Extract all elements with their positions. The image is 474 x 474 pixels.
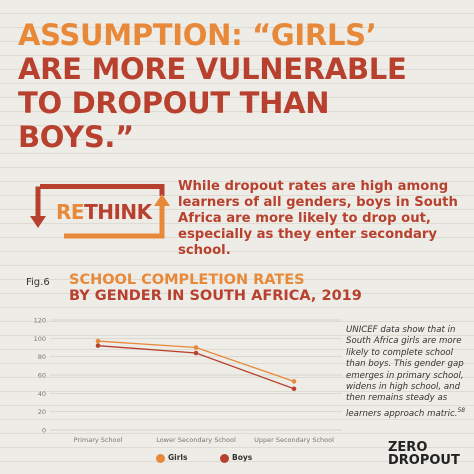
girls-swatch-icon — [156, 453, 165, 463]
data-point-boys — [95, 343, 101, 348]
data-point-boys — [291, 386, 297, 392]
rethink-prefix: RE — [56, 200, 85, 224]
y-tick-label: 80 — [38, 353, 46, 361]
rethink-frame-icon — [24, 180, 170, 240]
legend-girls-label: Girls — [168, 453, 188, 462]
y-tick-label: 100 — [34, 335, 46, 343]
legend-girls: Girls — [156, 453, 187, 463]
headline-line-2: ARE MORE VULNERABLE — [18, 52, 407, 86]
headline-line-3: TO DROPOUT THAN — [18, 86, 330, 120]
legend-boys-label: Boys — [232, 453, 253, 462]
logo-line-1: ZERO — [388, 440, 428, 455]
zero-dropout-logo: ZERO DROPOUT — [388, 440, 460, 468]
y-tick-label: 40 — [38, 390, 46, 398]
rethink-logo: RETHINK — [56, 200, 152, 224]
y-tick-label: 60 — [38, 372, 46, 380]
rethink-suffix: THINK — [84, 200, 152, 224]
data-point-boys — [193, 350, 199, 356]
chart-note-text: UNICEF data show that in South Africa gi… — [346, 325, 464, 419]
line-chart: 0 20 40 60 80 100 120 Primary School Lower Secon… — [34, 317, 342, 444]
chart-note-ref: 58 — [457, 406, 466, 414]
data-point-girls — [95, 338, 101, 344]
y-tick-label: 120 — [34, 317, 46, 325]
headline-assumption: ASSUMPTION: “GIRLS’ — [18, 18, 377, 52]
y-tick-label: 20 — [38, 408, 46, 416]
headline-line-4: BOYS.” — [18, 120, 134, 154]
chart-title: SCHOOL COMPLETION RATES BY GENDER IN SOU… — [69, 272, 369, 304]
rethink-text: While dropout rates are high among learn… — [178, 179, 458, 258]
x-tick-label: Lower Secondary School — [156, 436, 236, 444]
logo-line-2: DROPOUT — [388, 453, 460, 468]
data-point-girls — [193, 345, 199, 350]
x-tick-label: Primary School — [74, 436, 123, 444]
chart-title-line-2: BY GENDER IN SOUTH AFRICA, 2019 — [69, 288, 362, 304]
chart-note: UNICEF data show that in South Africa gi… — [346, 325, 466, 420]
legend-boys: Boys — [220, 453, 252, 463]
headline: ASSUMPTION: “GIRLS’ ARE MORE VULNERABLE … — [18, 18, 468, 154]
x-tick-label: Upper Secondary School — [254, 436, 334, 444]
figure-label: Fig.6 — [26, 277, 50, 288]
boys-swatch-icon — [220, 453, 229, 463]
data-point-girls — [291, 379, 297, 384]
y-tick-label: 0 — [42, 427, 46, 435]
chart-title-line-1: SCHOOL COMPLETION RATES — [69, 272, 305, 288]
